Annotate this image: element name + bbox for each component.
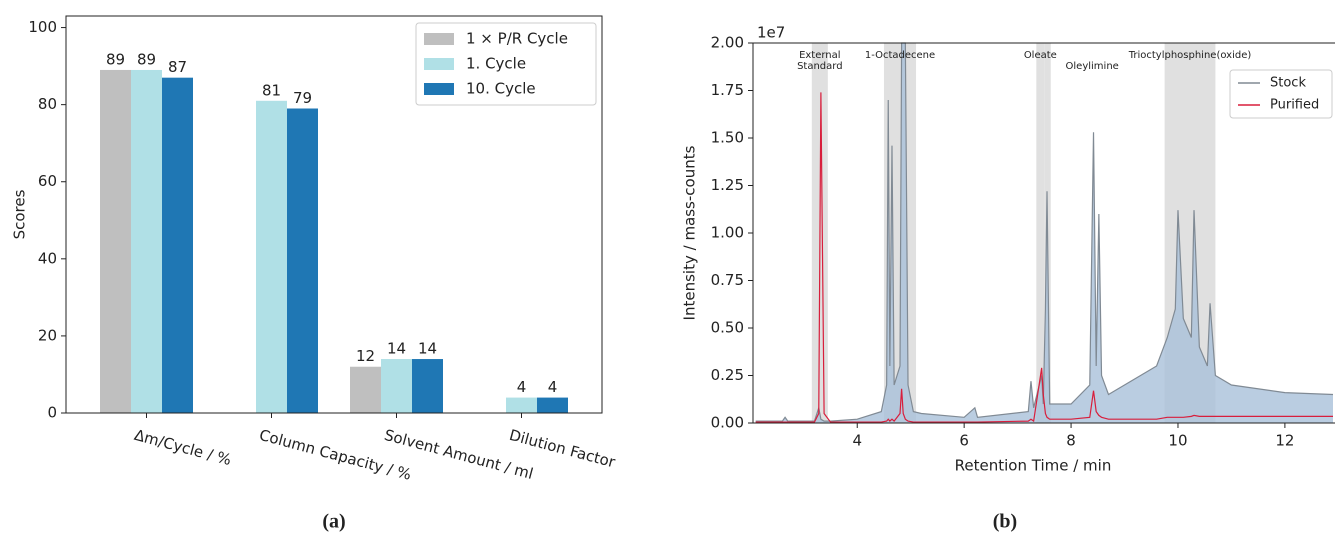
legend-label: Stock: [1270, 76, 1306, 91]
bar: [412, 359, 443, 413]
bar: [256, 100, 287, 414]
data-label: 81: [262, 81, 281, 99]
region-label: Trioctylphosphine(oxide): [1128, 50, 1252, 61]
legend-label: 1 × P/R Cycle: [466, 30, 568, 48]
data-label: 89: [106, 50, 125, 68]
data-label: 4: [548, 378, 558, 396]
shaded-region: [1036, 43, 1045, 423]
x-tick-label: 6: [959, 432, 969, 450]
legend-swatch: [424, 58, 454, 70]
bar: [537, 397, 568, 413]
bar: [506, 397, 537, 413]
y-tick-label: 100: [28, 18, 57, 36]
region-label: Oleylimine: [1066, 61, 1119, 72]
legend-label: 10. Cycle: [466, 80, 536, 98]
region-label: Standard: [797, 61, 843, 72]
y-tick-label: 20: [38, 326, 57, 344]
bar: [100, 69, 131, 413]
legend-box: [1229, 69, 1333, 119]
x-tick-label: 10: [1168, 432, 1187, 450]
data-label: 89: [137, 50, 156, 68]
legend-label: 1. Cycle: [466, 55, 526, 73]
y-axis-label: Scores: [11, 189, 29, 239]
panel-label: (b): [993, 511, 1017, 533]
region-label: Oleate: [1024, 50, 1057, 61]
x-axis-label: Retention Time / min: [955, 457, 1112, 475]
legend-swatch: [424, 83, 454, 95]
bar: [350, 366, 381, 413]
data-label: 14: [387, 340, 406, 358]
axes-frame: [65, 15, 603, 414]
legend-box: [415, 22, 597, 106]
offset-text: 1e7: [757, 24, 785, 42]
y-tick-label: 80: [38, 95, 57, 113]
x-tick-label: Δm/Cycle / %: [132, 426, 233, 469]
y-tick-label: 0: [47, 404, 57, 422]
legend-swatch: [424, 33, 454, 45]
y-tick-label: 0.25: [711, 366, 744, 384]
legend-label: Purified: [1270, 98, 1319, 113]
x-tick-label: 8: [1066, 432, 1076, 450]
data-label: 12: [356, 347, 375, 365]
data-label: 4: [517, 378, 527, 396]
region-label: External: [799, 50, 841, 61]
y-tick-label: 40: [38, 249, 57, 267]
y-tick-label: 0.75: [711, 271, 744, 289]
y-tick-label: 0.50: [711, 319, 744, 337]
axes-frame: [752, 42, 1335, 424]
region-label: 1-Octadecene: [865, 50, 935, 61]
bar: [381, 359, 412, 413]
panel-label: (a): [322, 511, 345, 533]
bar: [287, 108, 318, 413]
y-tick-label: 1.25: [711, 176, 744, 194]
y-tick-label: 1.50: [711, 129, 744, 147]
data-label: 14: [418, 340, 437, 358]
x-tick-label: 12: [1275, 432, 1294, 450]
bar: [131, 69, 162, 413]
y-tick-label: 60: [38, 172, 57, 190]
y-tick-label: 0.00: [711, 414, 744, 432]
y-axis-label: Intensity / mass-counts: [681, 145, 699, 320]
line: [755, 42, 1334, 422]
data-label: 87: [168, 58, 187, 76]
y-tick-label: 2.00: [711, 34, 744, 52]
y-tick-label: 1.00: [711, 224, 744, 242]
bar: [162, 77, 193, 413]
line: [755, 92, 1333, 423]
x-tick-label: 4: [852, 432, 862, 450]
y-tick-label: 1.75: [711, 81, 744, 99]
data-label: 79: [293, 89, 312, 107]
